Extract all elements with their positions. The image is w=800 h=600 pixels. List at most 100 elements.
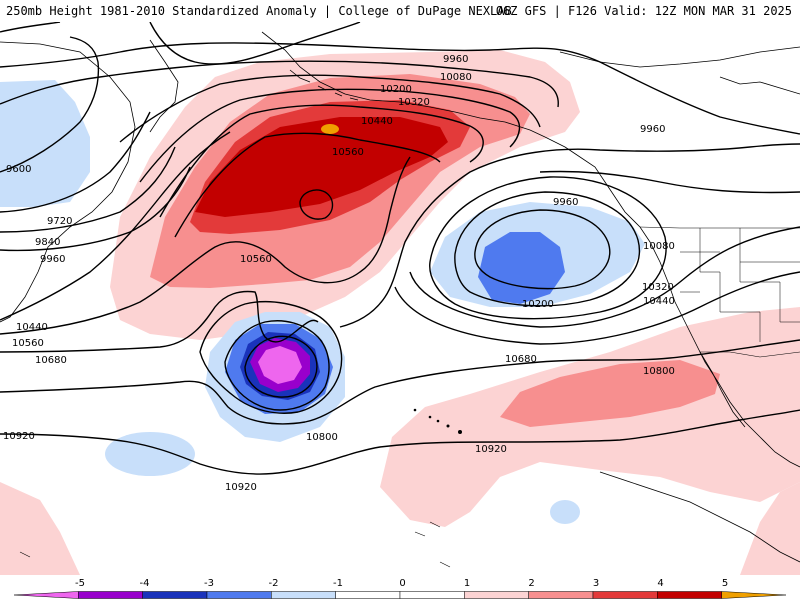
map-canvas: 9960 10080 10200 10320 10440 10560 9960 9600 972… [0,22,800,575]
hawaii-islands [413,408,462,434]
contour-9960-north [0,42,800,135]
contour-closed-high [299,189,334,220]
anomaly-positive-4-north [195,117,448,217]
contour-10440-trough [0,131,231,321]
map-area[interactable]: 9960 10080 10200 10320 10440 10560 9960 9600 972… [0,22,800,575]
anomaly-negative-low-5 [258,346,302,384]
anomaly-negative-patch-2 [550,500,580,524]
contour-east-low-10200 [429,176,667,320]
contour-label: 10680 [505,354,537,365]
contour-label: 10920 [475,444,507,455]
colorbar: -5 -4 -3 -2 -1 0 1 2 3 4 5 [0,575,800,600]
colorbar-tick-label: -4 [140,578,150,589]
contour-10680-east [339,143,800,328]
anomaly-positive-southeast [740,482,800,575]
colorbar-segment [464,591,529,599]
contour-9840 [0,146,176,233]
colorbar-segments [13,591,787,599]
coastline-kamchatka [149,39,179,133]
contour-10320-east [409,226,800,328]
contour-label: 9960 [40,254,65,265]
coastlines [0,31,800,568]
colorbar-segment [399,591,465,599]
anomaly-negative-east-core [478,232,565,304]
contour-label: 10800 [306,432,338,443]
contour-label: 10320 [642,282,674,293]
anomaly-positive-5-core [321,124,339,134]
coastline-north-america-west [544,136,800,468]
contour-10200-north [119,74,541,143]
contour-label: 9720 [47,216,72,227]
colorbar-ticks: -5 -4 -3 -2 -1 0 1 2 3 4 5 [75,578,728,589]
contour-10560-trough [0,156,411,335]
contour-9960-west [0,166,191,252]
coastline-mexico [599,471,800,563]
coastline-baja [699,351,746,428]
contour-low-inner [244,335,318,398]
contour-label: 9840 [35,237,60,248]
model-run-info: 06Z GFS | F126 Valid: 12Z MON MAR 31 202… [495,4,792,18]
contour-low-mid [224,320,330,411]
contour-10440-east [394,271,800,345]
contour-label: 10920 [225,482,257,493]
border-states-2 [739,228,800,323]
border-states-3 [680,251,800,293]
coastline-aleutians [289,69,359,101]
contour-label: 9600 [6,164,31,175]
contour-east-low-10080 [454,191,641,307]
colorbar-tick-label: 3 [593,578,599,589]
colorbar-tick-label: 0 [399,578,405,589]
colorbar-segment [528,591,594,599]
anomaly-positive-2-south [500,360,720,427]
contour-label: 10200 [522,299,554,310]
contour-10080-north [0,60,559,108]
colorbar-tick-label: -5 [75,578,85,589]
contour-label: 10440 [361,116,393,127]
contour-9600 [0,36,100,173]
contour-upper-left [0,22,61,33]
contour-label: 10080 [643,241,675,252]
colorbar-segment [592,591,658,599]
contour-label: 10560 [240,254,272,265]
colorbar-segment [78,591,143,599]
contour-label: 9960 [443,54,468,65]
anomaly-positive-southwest [0,482,80,575]
contour-label: 10680 [35,355,67,366]
anomaly-shading [0,50,800,575]
coastline-alaska [261,31,546,138]
colorbar-tick-label: -3 [204,578,214,589]
contour-label: 10560 [332,147,364,158]
border-us-canada [639,226,800,229]
anomaly-negative-west [0,80,90,207]
border-states-1 [699,228,761,342]
anomaly-negative-patch-1 [105,432,195,476]
contour-east-low-9960 [474,209,611,290]
contour-10560-north [174,132,441,238]
contour-label: 9960 [640,124,665,135]
contour-9960-northeast [539,170,800,194]
contour-upper-arc [149,22,361,65]
colorbar-segment [206,591,272,599]
contour-label: 9960 [553,197,578,208]
contour-label: 10440 [643,296,675,307]
colorbar-tick-label: 5 [722,578,728,589]
contour-10920 [0,409,800,475]
contour-label: 10320 [398,97,430,108]
contour-10800 [0,339,800,425]
colorbar-segment [335,591,401,599]
colorbar-tick-label: 2 [528,578,534,589]
height-contours [0,22,800,475]
colorbar-canvas: -5 -4 -3 -2 -1 0 1 2 3 4 5 [13,578,787,599]
contour-label: 10800 [643,366,675,377]
colorbar-segment [142,591,208,599]
colorbar-segment [271,591,336,599]
contour-10320-north [139,88,521,183]
colorbar-tick-label: -1 [333,578,343,589]
contour-label: 10560 [12,338,44,349]
coastline-canada-north [559,46,800,68]
map-title: 250mb Height 1981-2010 Standardized Anom… [6,4,512,18]
contour-labels: 9960 10080 10200 10320 10440 10560 9960 9600 972… [3,54,675,493]
contour-10680 [0,290,319,353]
colorbar-tick-label: 1 [464,578,470,589]
coastline-asia [0,41,136,323]
